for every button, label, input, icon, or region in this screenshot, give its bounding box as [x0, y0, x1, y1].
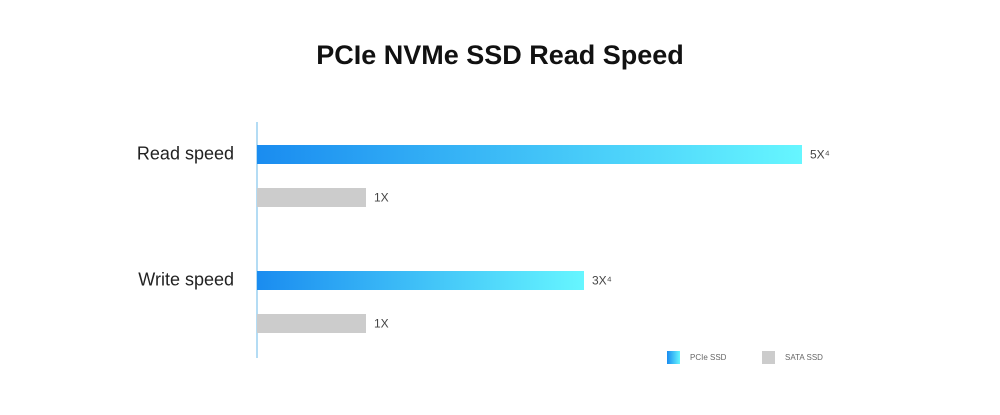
legend-label: SATA SSD	[785, 353, 823, 362]
bar	[257, 145, 802, 164]
value-label: 1X	[374, 191, 389, 205]
bar	[257, 271, 584, 290]
value-label: 5X⁴	[810, 148, 830, 162]
value-label: 1X	[374, 317, 389, 331]
bar	[257, 188, 366, 207]
chart-title: PCIe NVMe SSD Read Speed	[316, 40, 684, 70]
value-label: 3X⁴	[592, 274, 612, 288]
category-label: Write speed	[138, 269, 234, 289]
category-label: Read speed	[137, 143, 234, 163]
legend-swatch	[667, 351, 680, 364]
legend-label: PCIe SSD	[690, 353, 727, 362]
bar	[257, 314, 366, 333]
legend-swatch	[762, 351, 775, 364]
